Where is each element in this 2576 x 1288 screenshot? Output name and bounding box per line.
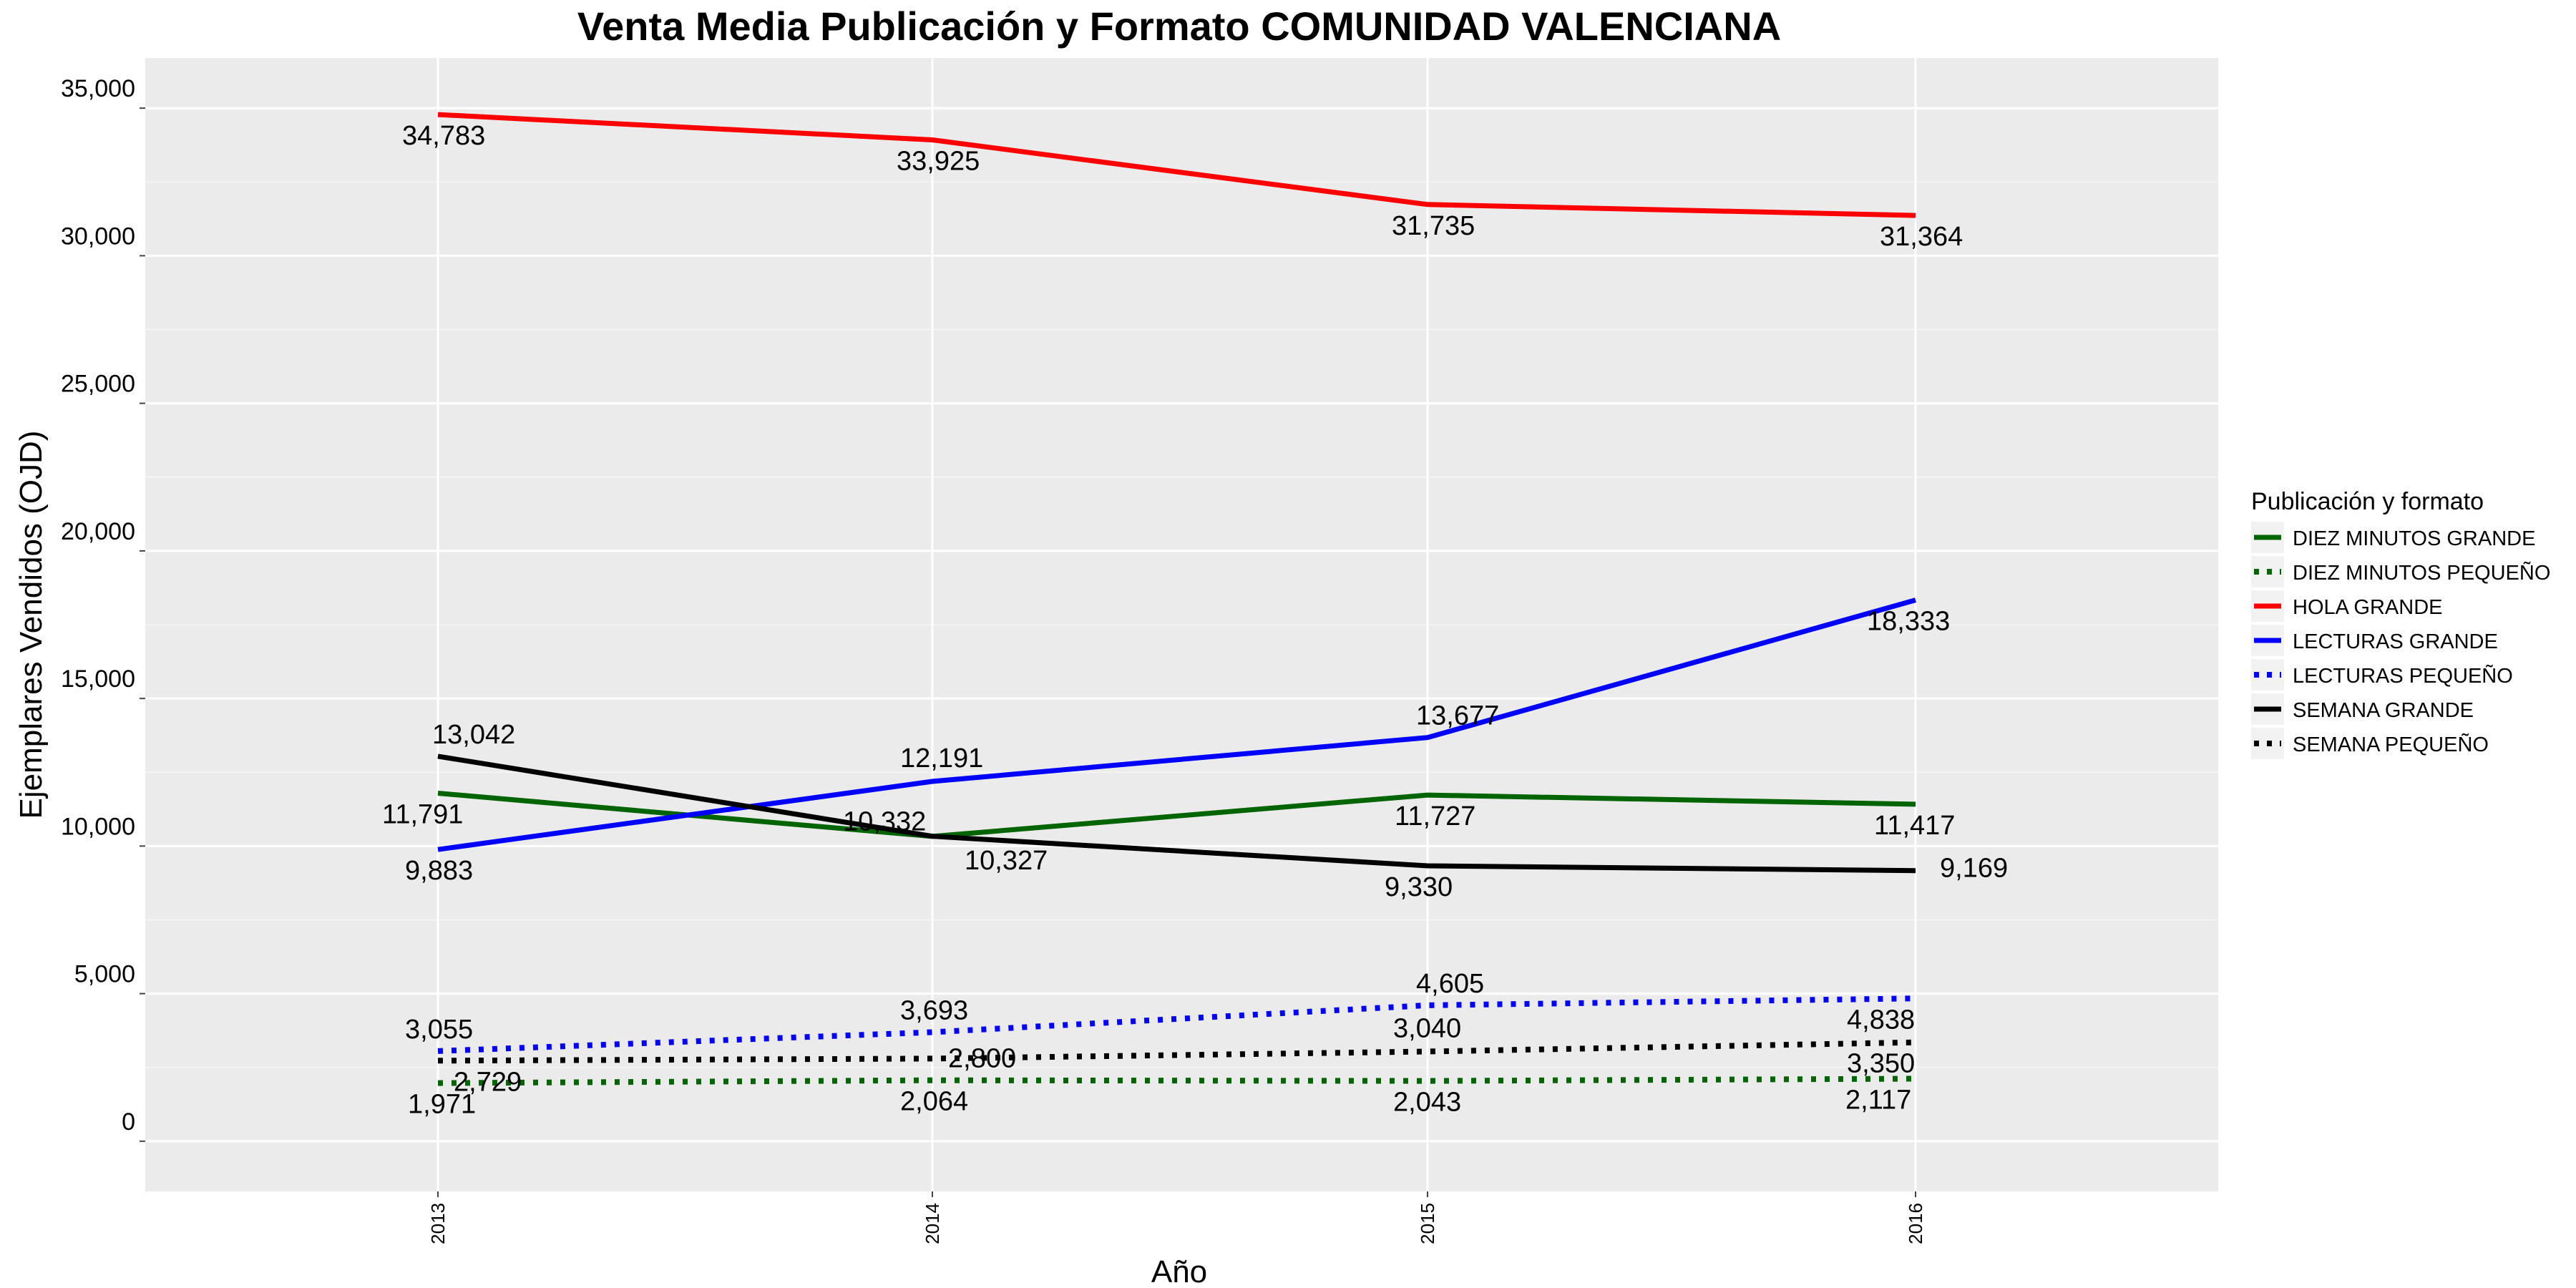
x-tick-label: 2016 (1905, 1203, 1926, 1244)
data-label: 34,783 (402, 121, 485, 151)
data-label: 10,332 (843, 807, 926, 837)
grid-lines (145, 58, 2218, 1191)
data-label: 11,727 (1395, 801, 1475, 831)
y-axis: 0 5,000 10,000 15,000 20,000 25,000 30,000 35,0… (61, 75, 145, 1142)
legend-label: LECTURAS PEQUEÑO (2293, 663, 2513, 688)
legend-title: Publicación y formato (2251, 488, 2484, 515)
data-label: 2,729 (454, 1067, 522, 1097)
data-label: 4,838 (1847, 1005, 1915, 1035)
data-label: 2,117 (1845, 1085, 1911, 1116)
y-tick-label: 25,000 (61, 371, 135, 398)
series-line (437, 1039, 1916, 1064)
y-axis-title: Ejemplares Vendidos (OJD) (14, 431, 49, 819)
legend-label: LECTURAS GRANDE (2293, 630, 2498, 653)
data-label: 33,925 (897, 146, 980, 176)
x-tick-label: 2014 (922, 1203, 943, 1244)
data-label: 9,883 (405, 856, 473, 886)
data-label: 11,417 (1874, 811, 1955, 841)
legend-label: DIEZ MINUTOS PEQUEÑO (2293, 560, 2550, 585)
legend-label: HOLA GRANDE (2293, 596, 2443, 619)
data-label: 10,327 (965, 846, 1048, 876)
series-line (437, 112, 1916, 218)
data-label: 3,350 (1847, 1049, 1915, 1079)
y-tick-label: 35,000 (61, 75, 135, 102)
data-label: 3,693 (900, 996, 968, 1026)
data-label: 9,169 (1940, 854, 2008, 884)
data-labels: 11,791 10,327 11,727 11,417 1,971 2,064 2,043 2… (382, 121, 2008, 1119)
data-label: 13,042 (432, 720, 515, 750)
series-line (437, 597, 1916, 852)
data-label: 9,330 (1385, 872, 1453, 902)
x-tick-label: 2015 (1417, 1203, 1438, 1244)
series-line (437, 1075, 1916, 1086)
data-label: 3,040 (1393, 1013, 1461, 1043)
series-line (437, 753, 1916, 874)
data-label: 2,064 (900, 1087, 968, 1117)
data-label: 11,791 (382, 799, 463, 829)
legend-label: SEMANA PEQUEÑO (2293, 732, 2489, 756)
data-label: 4,605 (1416, 969, 1484, 999)
data-label: 12,191 (900, 743, 983, 774)
data-label: 3,055 (405, 1015, 473, 1045)
legend-label: SEMANA GRANDE (2293, 699, 2474, 722)
y-tick-label: 30,000 (61, 223, 135, 250)
data-label: 1,971 (408, 1090, 476, 1120)
y-tick-label: 15,000 (61, 665, 135, 693)
chart-title: Venta Media Publicación y Formato COMUNI… (577, 4, 1781, 49)
x-axis-title: Año (1151, 1254, 1207, 1288)
data-label: 18,333 (1867, 607, 1950, 637)
data-label: 31,364 (1880, 222, 1963, 252)
y-tick-label: 20,000 (61, 518, 135, 545)
data-label: 2,800 (948, 1043, 1016, 1073)
x-axis: 2013 2014 2015 2016 (427, 1191, 1926, 1244)
data-label: 31,735 (1392, 211, 1475, 241)
series-line (437, 995, 1916, 1054)
x-tick-label: 2013 (427, 1203, 449, 1244)
data-label: 2,043 (1393, 1088, 1461, 1118)
y-tick-label: 5,000 (74, 961, 135, 988)
y-tick-label: 0 (122, 1108, 135, 1136)
data-label: 13,677 (1416, 701, 1499, 731)
y-tick-label: 10,000 (61, 813, 135, 840)
series-lines (437, 112, 1916, 1086)
legend-label: DIEZ MINUTOS GRANDE (2293, 527, 2535, 550)
legend: Publicación y formato DIEZ MINUTOS GRAND… (2251, 488, 2550, 759)
